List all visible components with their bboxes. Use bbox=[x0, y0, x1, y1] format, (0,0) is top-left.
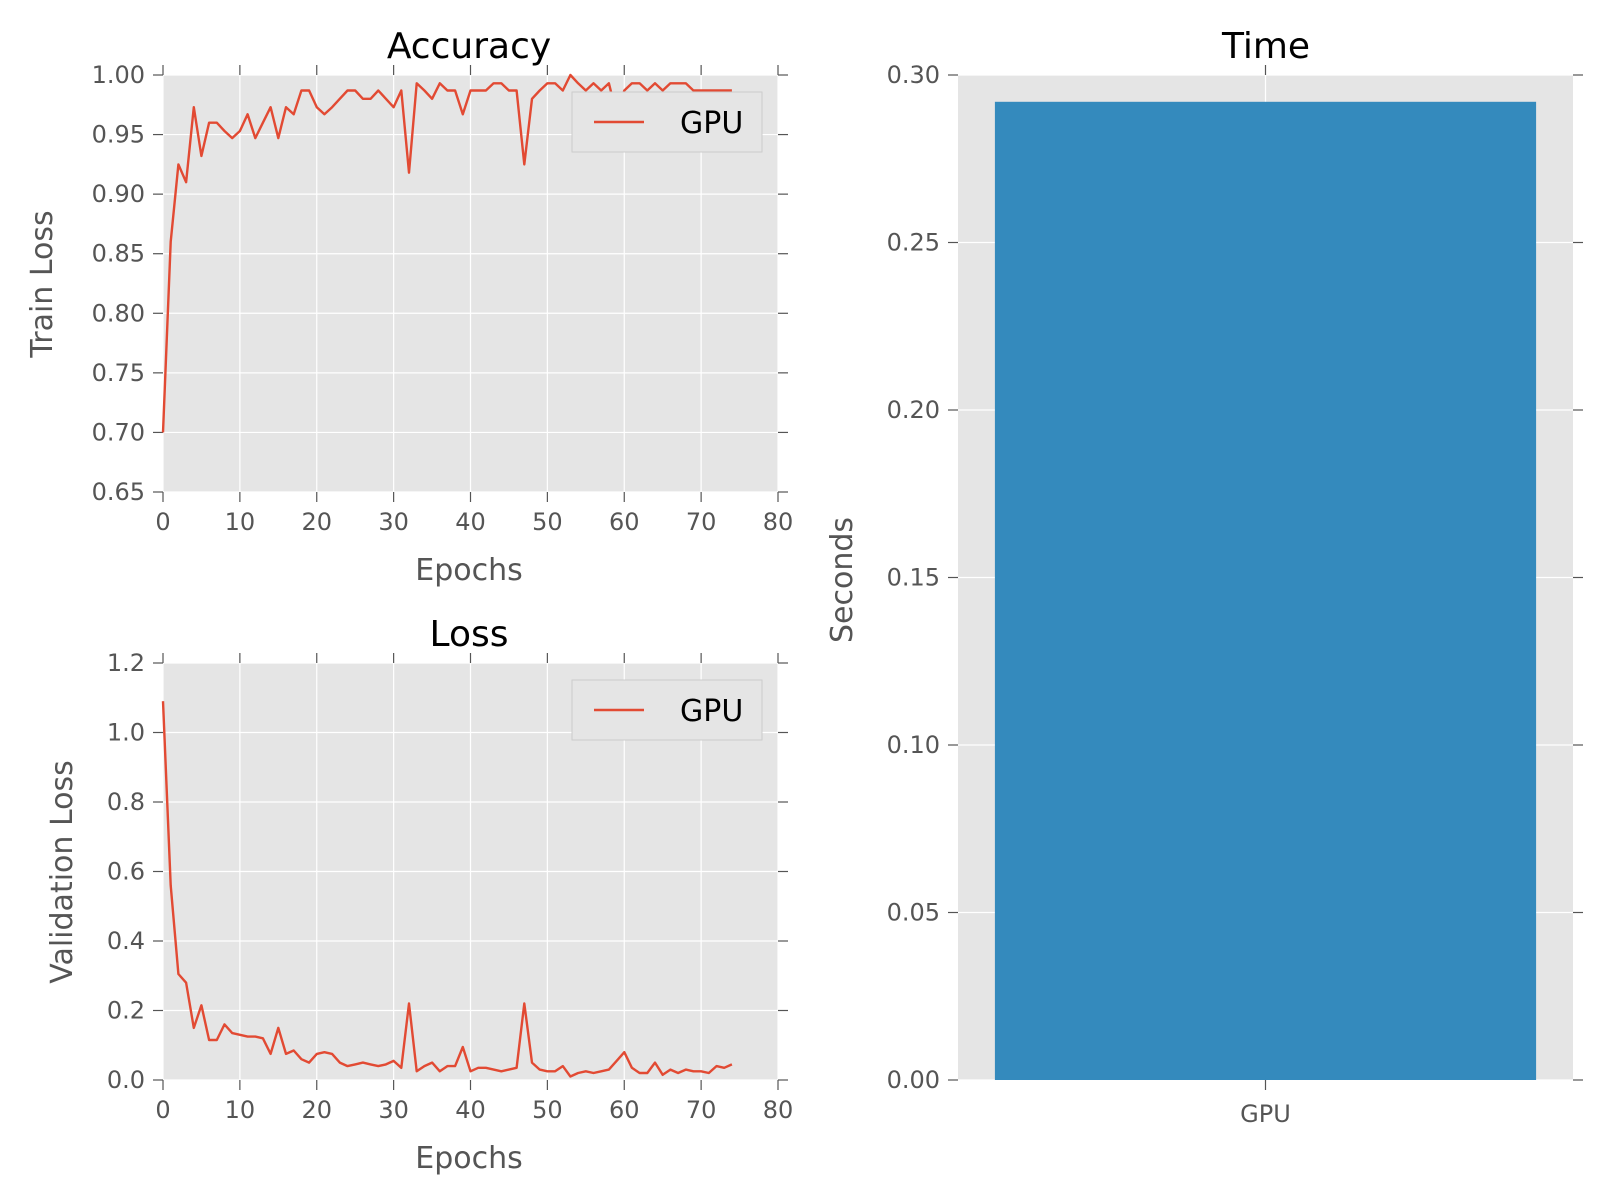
accuracy-xtick-label: 80 bbox=[763, 508, 794, 536]
time-xtick-label: GPU bbox=[1240, 1100, 1291, 1128]
loss-series-line bbox=[161, 701, 733, 1078]
accuracy-ytick-label: 1.00 bbox=[92, 61, 145, 89]
loss-xtick-label: 10 bbox=[225, 1096, 256, 1124]
accuracy-xtick-label: 10 bbox=[225, 508, 256, 536]
loss-xtick-label: 60 bbox=[609, 1096, 640, 1124]
accuracy-title: Accuracy bbox=[387, 26, 551, 67]
loss-ytick-label: 1.0 bbox=[107, 719, 145, 747]
time-ytick-label: 0.20 bbox=[887, 396, 940, 424]
accuracy-xtick-label: 60 bbox=[609, 508, 640, 536]
accuracy-series-line bbox=[161, 73, 732, 433]
loss-ytick-label: 0.2 bbox=[107, 997, 145, 1025]
loss-chart: 0.0 0.2 0.4 0.6 0.8 1.0 1.2 0 10 20 30 40 50 60 70 80 L… bbox=[45, 614, 793, 1176]
time-bar bbox=[994, 101, 1537, 1081]
loss-ytick-label: 0.4 bbox=[107, 927, 145, 955]
loss-legend-label: GPU bbox=[680, 694, 743, 729]
accuracy-ytick-label: 0.95 bbox=[92, 121, 145, 149]
time-ytick-label: 0.00 bbox=[887, 1066, 940, 1094]
time-ytick-label: 0.25 bbox=[887, 229, 940, 257]
loss-ytick-label: 0.0 bbox=[107, 1066, 145, 1094]
accuracy-chart: 0.65 0.70 0.75 0.80 0.85 0.90 0.95 1.00 0 10 20 30 4… bbox=[25, 26, 793, 588]
accuracy-xtick-label: 0 bbox=[155, 508, 170, 536]
accuracy-xtick-label: 40 bbox=[455, 508, 486, 536]
loss-xtick-label: 40 bbox=[455, 1096, 486, 1124]
loss-xtick-label: 30 bbox=[378, 1096, 409, 1124]
time-ytick-label: 0.15 bbox=[887, 564, 940, 592]
loss-legend: GPU bbox=[571, 679, 763, 741]
loss-xtick-label: 50 bbox=[532, 1096, 563, 1124]
loss-xtick-label: 0 bbox=[155, 1096, 170, 1124]
accuracy-ytick-label: 0.90 bbox=[92, 180, 145, 208]
loss-ytick-label: 1.2 bbox=[107, 649, 145, 677]
accuracy-ytick-label: 0.70 bbox=[92, 418, 145, 446]
time-title: Time bbox=[1221, 26, 1310, 67]
accuracy-legend: GPU bbox=[571, 91, 763, 153]
loss-ylabel: Validation Loss bbox=[45, 760, 80, 983]
accuracy-legend-label: GPU bbox=[680, 106, 743, 141]
accuracy-xtick-label: 50 bbox=[532, 508, 563, 536]
time-chart: 0.00 0.05 0.10 0.15 0.20 0.25 0.30 GPU Time Sec… bbox=[825, 26, 1583, 1128]
accuracy-xlabel: Epochs bbox=[415, 553, 523, 588]
accuracy-xtick-label: 20 bbox=[301, 508, 332, 536]
loss-xtick-label: 20 bbox=[301, 1096, 332, 1124]
accuracy-ylabel: Train Loss bbox=[25, 210, 60, 358]
accuracy-xtick-label: 30 bbox=[378, 508, 409, 536]
time-ylabel: Seconds bbox=[825, 517, 860, 643]
time-ytick-label: 0.30 bbox=[887, 61, 940, 89]
accuracy-ytick-label: 0.75 bbox=[92, 359, 145, 387]
time-ytick-label: 0.10 bbox=[887, 731, 940, 759]
loss-title: Loss bbox=[430, 614, 509, 655]
accuracy-ytick-label: 0.85 bbox=[92, 240, 145, 268]
accuracy-xtick-label: 70 bbox=[686, 508, 717, 536]
accuracy-ytick-label: 0.80 bbox=[92, 299, 145, 327]
loss-ytick-label: 0.6 bbox=[107, 858, 145, 886]
loss-xtick-label: 80 bbox=[763, 1096, 794, 1124]
accuracy-ytick-label: 0.65 bbox=[92, 478, 145, 506]
loss-xtick-label: 70 bbox=[686, 1096, 717, 1124]
loss-ytick-label: 0.8 bbox=[107, 788, 145, 816]
time-ytick-label: 0.05 bbox=[887, 899, 940, 927]
loss-xlabel: Epochs bbox=[415, 1141, 523, 1176]
